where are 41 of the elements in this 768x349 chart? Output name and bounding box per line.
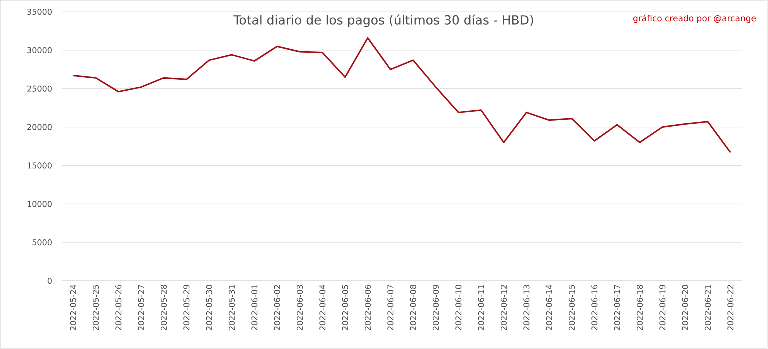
x-tick-label: 2022-06-11 bbox=[478, 285, 484, 330]
x-tick-label: 2022-06-08 bbox=[410, 285, 416, 330]
x-tick-label: 2022-06-05 bbox=[342, 285, 348, 330]
line-series bbox=[72, 37, 732, 154]
x-tick-label: 2022-06-21 bbox=[704, 285, 712, 330]
x-tick-label: 2022-06-13 bbox=[524, 285, 530, 330]
x-tick-label: 2022-05-31 bbox=[228, 285, 236, 330]
x-tick-label: 2022-05-24 bbox=[70, 284, 76, 330]
x-tick-label: 2022-05-26 bbox=[116, 285, 122, 330]
x-tick-label: 2022-06-09 bbox=[432, 285, 440, 330]
x-tick-label: 2022-05-25 bbox=[92, 285, 100, 330]
y-tick-label: 35000 bbox=[28, 8, 52, 16]
x-tick-label: 2022-05-27 bbox=[138, 285, 144, 330]
chart-title: Total diario de los pagos (últimos 30 días - HBD) bbox=[234, 14, 534, 28]
x-tick-label: 2022-06-19 bbox=[660, 285, 666, 330]
y-tick-label: 30000 bbox=[28, 47, 52, 54]
x-tick-label: 2022-06-07 bbox=[388, 285, 394, 330]
y-tick-label: 25000 bbox=[28, 86, 52, 92]
y-tick-label: 15000 bbox=[28, 162, 52, 169]
y-tick-label: 5000 bbox=[32, 240, 52, 246]
x-tick-label: 2022-05-30 bbox=[206, 285, 212, 330]
x-tick-label: 2022-06-16 bbox=[592, 285, 598, 330]
x-tick-label: 2022-06-14 bbox=[546, 284, 552, 330]
x-tick-label: 2022-05-29 bbox=[184, 285, 190, 330]
y-tick-label: 10000 bbox=[28, 201, 52, 208]
x-tick-label: 2022-06-22 bbox=[728, 285, 734, 330]
x-tick-label: 2022-06-17 bbox=[614, 285, 620, 330]
x-tick-label: 2022-06-03 bbox=[296, 285, 304, 330]
x-tick-label: 2022-06-02 bbox=[274, 285, 280, 330]
x-tick-label: 2022-06-12 bbox=[500, 285, 508, 330]
y-tick-label: 0 bbox=[48, 278, 52, 284]
x-tick-label: 2022-06-10 bbox=[456, 285, 462, 330]
x-tick-label: 2022-06-01 bbox=[252, 285, 258, 330]
y-tick-label: 20000 bbox=[28, 124, 52, 130]
x-tick-label: 2022-06-06 bbox=[364, 285, 372, 330]
x-tick-label: 2022-05-28 bbox=[160, 285, 168, 330]
annotation: gráfico creado por @arcange bbox=[633, 14, 756, 24]
x-tick-label: 2022-06-20 bbox=[682, 285, 688, 330]
x-tick-label: 2022-06-04 bbox=[320, 284, 326, 330]
x-tick-label: 2022-06-18 bbox=[636, 285, 644, 330]
x-tick-label: 2022-06-15 bbox=[568, 285, 576, 330]
